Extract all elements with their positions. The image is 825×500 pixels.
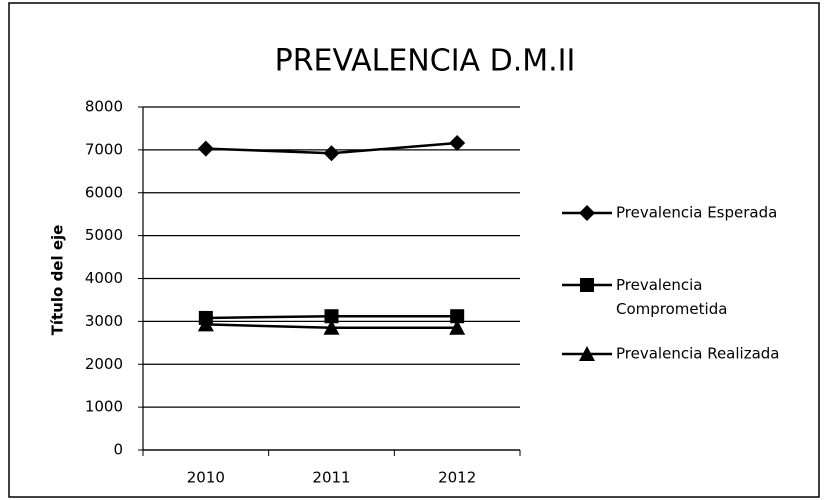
x-tick-label: 2010 — [187, 469, 225, 487]
y-tick-label: 5000 — [85, 226, 123, 244]
y-tick-label: 3000 — [85, 312, 123, 330]
y-tick-label: 0 — [113, 441, 123, 459]
y-tick-label: 2000 — [85, 355, 123, 373]
data-point — [323, 319, 340, 335]
legend-marker — [579, 346, 595, 361]
data-point — [323, 145, 340, 162]
y-tick-label: 4000 — [85, 269, 123, 287]
data-point — [449, 319, 466, 335]
chart-title: PREVALENCIA D.M.II — [275, 44, 576, 79]
data-point — [324, 309, 339, 324]
legend-label: Prevalencia Realizada — [616, 345, 779, 363]
y-tick-label: 1000 — [85, 398, 123, 416]
chart-frame — [8, 2, 820, 498]
legend-line-text: Comprometida — [616, 300, 727, 318]
data-point — [197, 140, 214, 157]
legend-label: Prevalencia Comprometida — [616, 276, 727, 318]
y-tick-label: 8000 — [85, 98, 123, 116]
legend-marker — [580, 278, 594, 292]
x-tick-label: 2012 — [438, 469, 476, 487]
legend-line-text: Prevalencia — [616, 276, 702, 294]
y-tick-label: 6000 — [85, 183, 123, 201]
legend-label: Prevalencia Esperada — [616, 204, 777, 222]
data-point — [450, 309, 465, 324]
data-point — [449, 135, 466, 152]
x-tick-label: 2011 — [312, 469, 350, 487]
y-tick-label: 7000 — [85, 140, 123, 158]
legend-marker — [579, 205, 595, 221]
data-point — [197, 316, 214, 332]
y-axis-label: Título del eje — [49, 225, 67, 336]
